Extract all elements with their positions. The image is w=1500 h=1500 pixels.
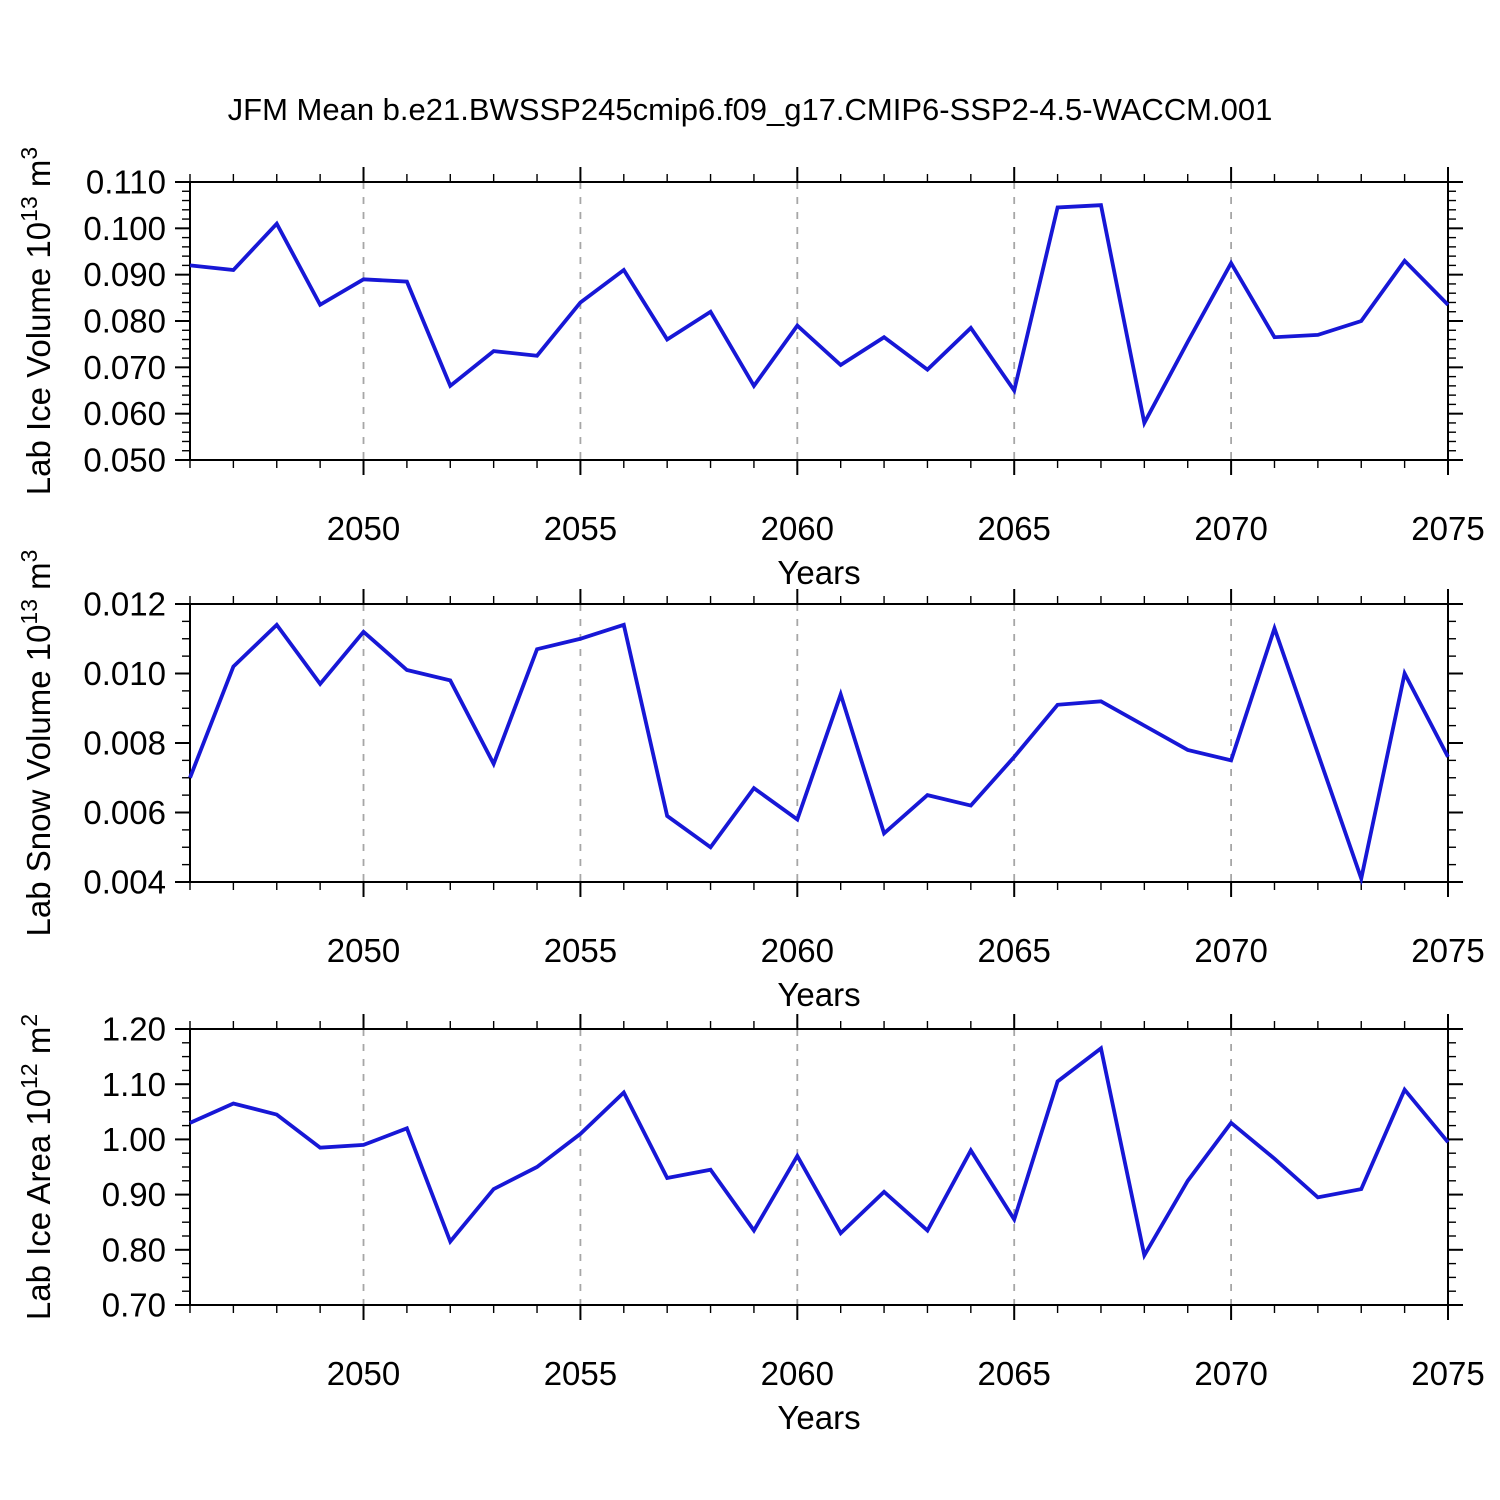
x-tick-label: 2050 xyxy=(327,510,400,547)
x-tick-label: 2075 xyxy=(1411,1355,1484,1392)
x-tick-label: 2060 xyxy=(761,1355,834,1392)
y-axis-title: Lab Ice Volume 1013 m3 xyxy=(16,147,57,495)
y-tick-label: 0.80 xyxy=(102,1231,166,1268)
x-tick-label: 2075 xyxy=(1411,932,1484,969)
x-tick-label: 2055 xyxy=(544,932,617,969)
data-line xyxy=(189,203,1450,429)
y-tick-label: 0.080 xyxy=(83,303,166,340)
x-tick-label: 2070 xyxy=(1194,510,1267,547)
x-tick-label: 2070 xyxy=(1194,932,1267,969)
y-tick-label: 0.070 xyxy=(83,349,166,386)
y-tick-label: 0.70 xyxy=(102,1287,166,1324)
y-tick-label: 0.006 xyxy=(83,794,166,831)
x-tick-label: 2075 xyxy=(1411,510,1484,547)
y-tick-label: 0.012 xyxy=(83,586,166,623)
y-tick-label: 0.008 xyxy=(83,725,166,762)
y-tick-label: 0.050 xyxy=(83,442,166,479)
y-tick-label: 0.110 xyxy=(86,164,166,201)
x-tick-label: 2060 xyxy=(761,932,834,969)
chart-lab-ice-area: 0.70 0.80 0.90 1.00 1.10 1.20 2050 2055 2060 2065… xyxy=(16,1011,1485,1436)
plot-frame xyxy=(189,603,1449,883)
y-tick-label: 1.00 xyxy=(102,1121,166,1158)
x-tick-label: 2060 xyxy=(761,510,834,547)
y-tick-label: 0.100 xyxy=(83,210,166,247)
data-line xyxy=(188,621,1450,886)
x-tick-label: 2065 xyxy=(977,510,1050,547)
x-axis-title: Years xyxy=(777,1399,860,1436)
y-tick-label: 1.20 xyxy=(102,1011,166,1048)
x-tick-label: 2065 xyxy=(977,1355,1050,1392)
chart-lab-ice-volume: 0.050 0.060 0.070 0.080 0.090 0.100 0.110 2050 2… xyxy=(16,147,1485,591)
figure-title: JFM Mean b.e21.BWSSP245cmip6.f09_g17.CMI… xyxy=(227,92,1273,127)
y-tick-label: 1.10 xyxy=(102,1066,166,1103)
x-axis-title: Years xyxy=(777,554,860,591)
chart-lab-snow-volume: 0.004 0.006 0.008 0.010 0.012 2050 2055 2060 206… xyxy=(16,550,1485,1013)
y-tick-label: 0.010 xyxy=(83,655,166,692)
x-axis-title: Years xyxy=(777,976,860,1013)
plot-frame xyxy=(189,181,1449,461)
x-tick-label: 2050 xyxy=(327,932,400,969)
plot-frame xyxy=(189,1028,1449,1306)
x-tick-label: 2070 xyxy=(1194,1355,1267,1392)
x-tick-label: 2055 xyxy=(544,1355,617,1392)
y-tick-label: 0.060 xyxy=(83,395,166,432)
x-tick-label: 2065 xyxy=(977,932,1050,969)
data-line xyxy=(189,1044,1450,1261)
x-tick-label: 2055 xyxy=(544,510,617,547)
y-tick-label: 0.004 xyxy=(83,864,166,901)
y-tick-label: 0.90 xyxy=(102,1176,166,1213)
x-tick-label: 2050 xyxy=(327,1355,400,1392)
y-axis-title: Lab Ice Area 1012 m2 xyxy=(16,1014,57,1320)
y-tick-label: 0.090 xyxy=(83,256,166,293)
y-axis-title: Lab Snow Volume 1013 m3 xyxy=(16,550,57,937)
